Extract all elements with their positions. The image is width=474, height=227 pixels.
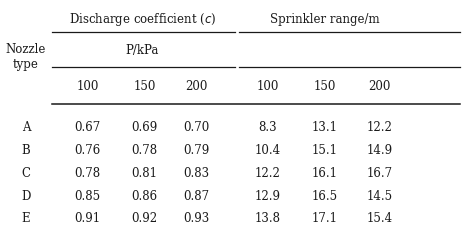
Text: B: B bbox=[22, 143, 30, 156]
Text: 0.87: 0.87 bbox=[183, 189, 210, 202]
Text: 14.9: 14.9 bbox=[366, 143, 392, 156]
Text: Nozzle
type: Nozzle type bbox=[6, 43, 46, 71]
Text: 14.5: 14.5 bbox=[366, 189, 392, 202]
Text: 0.86: 0.86 bbox=[131, 189, 158, 202]
Text: 200: 200 bbox=[185, 80, 208, 93]
Text: 16.7: 16.7 bbox=[366, 166, 392, 179]
Text: 15.1: 15.1 bbox=[312, 143, 337, 156]
Text: 150: 150 bbox=[133, 80, 156, 93]
Text: 17.1: 17.1 bbox=[312, 211, 337, 225]
Text: 0.91: 0.91 bbox=[74, 211, 101, 225]
Text: 0.93: 0.93 bbox=[183, 211, 210, 225]
Text: 100: 100 bbox=[76, 80, 99, 93]
Text: 0.85: 0.85 bbox=[74, 189, 101, 202]
Text: 100: 100 bbox=[256, 80, 279, 93]
Text: 0.67: 0.67 bbox=[74, 121, 101, 134]
Text: 12.9: 12.9 bbox=[255, 189, 281, 202]
Text: P/kPa: P/kPa bbox=[126, 43, 159, 57]
Text: A: A bbox=[22, 121, 30, 134]
Text: 13.8: 13.8 bbox=[255, 211, 281, 225]
Text: 12.2: 12.2 bbox=[255, 166, 281, 179]
Text: 0.81: 0.81 bbox=[132, 166, 157, 179]
Text: C: C bbox=[22, 166, 30, 179]
Text: 0.78: 0.78 bbox=[131, 143, 158, 156]
Text: 0.83: 0.83 bbox=[183, 166, 210, 179]
Text: Sprinkler range/m: Sprinkler range/m bbox=[270, 13, 380, 26]
Text: 15.4: 15.4 bbox=[366, 211, 392, 225]
Text: 0.78: 0.78 bbox=[74, 166, 101, 179]
Text: 200: 200 bbox=[368, 80, 391, 93]
Text: 0.79: 0.79 bbox=[183, 143, 210, 156]
Text: 12.2: 12.2 bbox=[366, 121, 392, 134]
Text: 0.70: 0.70 bbox=[183, 121, 210, 134]
Text: 16.1: 16.1 bbox=[312, 166, 337, 179]
Text: Discharge coefficient ($c$): Discharge coefficient ($c$) bbox=[69, 11, 216, 28]
Text: 16.5: 16.5 bbox=[311, 189, 338, 202]
Text: 0.69: 0.69 bbox=[131, 121, 158, 134]
Text: 150: 150 bbox=[313, 80, 336, 93]
Text: 13.1: 13.1 bbox=[312, 121, 337, 134]
Text: 0.76: 0.76 bbox=[74, 143, 101, 156]
Text: E: E bbox=[22, 211, 30, 225]
Text: 10.4: 10.4 bbox=[255, 143, 281, 156]
Text: 8.3: 8.3 bbox=[258, 121, 277, 134]
Text: 0.92: 0.92 bbox=[131, 211, 158, 225]
Text: D: D bbox=[21, 189, 31, 202]
